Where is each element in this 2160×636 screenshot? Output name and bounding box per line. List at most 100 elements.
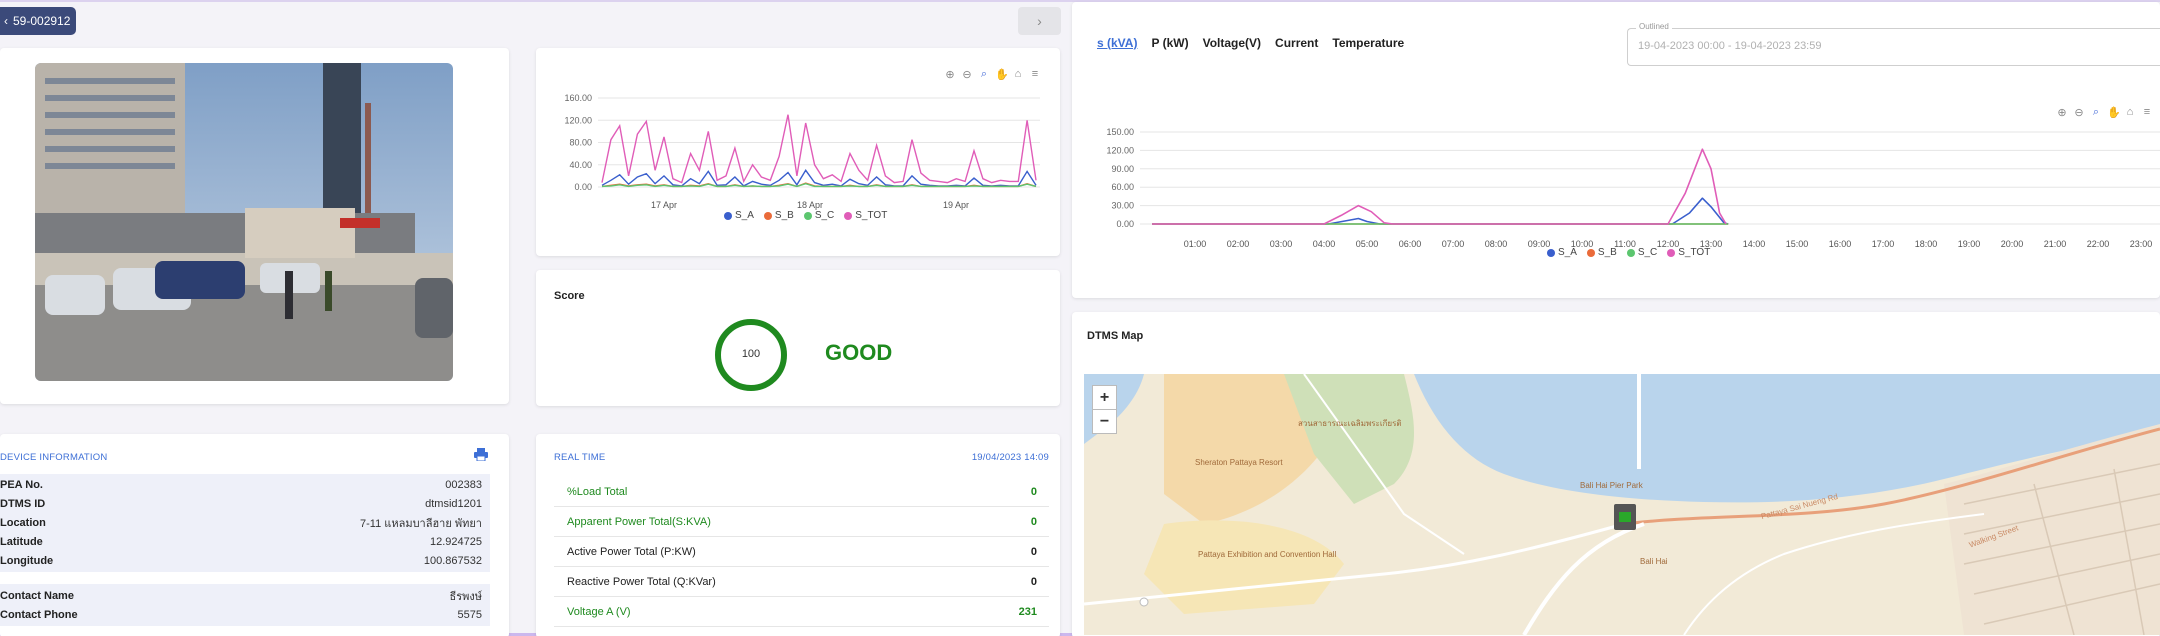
next-button[interactable]: › (1018, 7, 1061, 35)
info-row-dtms-id: DTMS ID dtmsid1201 (0, 494, 490, 513)
y-tick-label: 0.00 (574, 182, 592, 192)
legend-item-s-b[interactable]: S_B (763, 210, 794, 221)
zoom-out-icon[interactable]: ⊖ (2074, 107, 2084, 119)
realtime-label: Apparent Power Total(S:KVA) (567, 515, 711, 528)
realtime-row: Apparent Power Total(S:KVA) 0 (554, 507, 1049, 537)
home-icon[interactable]: ⌂ (1014, 68, 1022, 80)
tab-p-kw[interactable]: P (kW) (1151, 36, 1189, 50)
legend-label: S_C (1637, 247, 1658, 258)
legend-label: S_B (774, 210, 794, 221)
x-tick-label: 19 Apr (943, 200, 969, 210)
y-tick-label: 30.00 (1111, 201, 1134, 211)
x-tick-label: 11:00 (1614, 239, 1636, 249)
y-tick-label: 160.00 (564, 93, 592, 103)
realtime-value: 231 (1018, 605, 1037, 618)
legend-item-s-a[interactable]: S_A (1547, 247, 1577, 258)
date-range-field[interactable]: Outlined 19-04-2023 00:00 - 19-04-2023 2… (1627, 22, 2160, 66)
info-row-latitude: Latitude 12.924725 (0, 532, 490, 551)
legend-item-s-tot[interactable]: S_TOT (844, 210, 887, 221)
photo-card (0, 48, 509, 404)
score-title: Score (554, 290, 585, 302)
legend-label: S_TOT (1678, 247, 1711, 258)
mini-chart: 160.00 120.00 80.00 40.00 0.00 17 Apr 18 Apr 19… (564, 93, 1040, 210)
realtime-timestamp: 19/04/2023 14:09 (971, 452, 1049, 463)
contact-block (0, 584, 490, 626)
pan-icon[interactable]: ✋ (995, 69, 1009, 81)
realtime-label: Voltage A (V) (567, 605, 631, 618)
y-tick-label: 120.00 (564, 115, 592, 125)
tab-current[interactable]: Current (1275, 36, 1319, 50)
score-value: 100 (741, 348, 761, 360)
series-line-s-tot (601, 114, 1037, 184)
mini-chart-legend: S_A S_B S_C S_TOT (724, 210, 887, 221)
legend-label: S_A (735, 210, 754, 221)
legend-label: S_TOT (855, 210, 888, 221)
device-info-title: DEVICE INFORMATION (0, 452, 108, 463)
info-label: Location (0, 516, 46, 529)
realtime-value: 0 (1030, 575, 1037, 588)
realtime-label: Reactive Power Total (Q:KVar) (567, 575, 716, 588)
tab-s-kva[interactable]: s (kVA) (1097, 36, 1138, 50)
tab-voltage[interactable]: Voltage(V) (1202, 36, 1262, 50)
map-label: สวนสาธารณะเฉลิมพระเกียรติ (1298, 419, 1402, 428)
legend-item-s-c[interactable]: S_C (1626, 247, 1658, 258)
info-row-contact-phone: Contact Phone 5575 (0, 605, 490, 624)
x-tick-label: 02:00 (1227, 239, 1250, 249)
zoom-in-icon[interactable]: ⊕ (2057, 107, 2067, 119)
legend-item-s-tot[interactable]: S_TOT (1667, 247, 1710, 258)
x-tick-label: 03:00 (1270, 239, 1293, 249)
x-tick-label: 17 Apr (651, 200, 677, 210)
chart-toolbar: ⊕ ⊖ ⌕ ✋ ⌂ ≡ (944, 68, 1041, 81)
x-tick-label: 08:00 (1485, 239, 1508, 249)
y-tick-label: 80.00 (569, 138, 592, 148)
info-label: DTMS ID (0, 497, 46, 510)
y-tick-label: 150.00 (1106, 127, 1134, 137)
mini-chart-card: ⊕ ⊖ ⌕ ✋ ⌂ ≡ 160.00 120.00 80.00 40.00 0.00 17… (536, 48, 1060, 256)
y-tick-label: 0.00 (1116, 219, 1134, 229)
legend-label: S_C (814, 210, 835, 221)
zoom-select-icon[interactable]: ⌕ (980, 68, 988, 80)
info-label: Latitude (0, 535, 43, 548)
x-tick-label: 05:00 (1356, 239, 1379, 249)
zoom-out-button[interactable]: − (1092, 409, 1117, 434)
device-id-button[interactable]: ‹ 59-002912 (0, 7, 76, 35)
y-tick-label: 120.00 (1106, 145, 1134, 155)
score-rating: GOOD (825, 340, 893, 365)
y-tick-label: 40.00 (569, 160, 592, 170)
device-marker[interactable] (1614, 504, 1636, 530)
x-tick-label: 12:00 (1657, 239, 1680, 249)
menu-icon[interactable]: ≡ (2143, 106, 2151, 118)
x-tick-label: 15:00 (1786, 239, 1809, 249)
series-line-s-c (601, 182, 1037, 188)
realtime-label: Active Power Total (P:KW) (567, 545, 696, 558)
info-row-pea: PEA No. 002383 (0, 475, 490, 494)
realtime-value: 0 (1030, 515, 1037, 528)
info-value: 7-11 แหลมบาลีฮาย พัทยา (359, 517, 482, 530)
zoom-select-icon[interactable]: ⌕ (2092, 106, 2100, 118)
chevron-left-icon: ‹ (4, 14, 8, 28)
x-tick-label: 13:00 (1700, 239, 1723, 249)
legend-label: S_A (1558, 247, 1577, 258)
legend-item-s-c[interactable]: S_C (803, 210, 835, 221)
x-tick-label: 23:00 (2130, 239, 2153, 249)
realtime-row: Reactive Power Total (Q:KVar) 0 (554, 567, 1049, 597)
dtms-map[interactable] (1084, 374, 2160, 635)
tab-temperature[interactable]: Temperature (1332, 36, 1405, 50)
menu-icon[interactable]: ≡ (1031, 68, 1039, 80)
legend-item-s-b[interactable]: S_B (1586, 247, 1617, 258)
daily-chart-toolbar: ⊕ ⊖ ⌕ ✋ ⌂ ≡ (2056, 106, 2153, 119)
info-value: 100.867532 (423, 554, 482, 567)
realtime-title: REAL TIME (554, 452, 606, 463)
realtime-value: 0 (1030, 545, 1037, 558)
pan-icon[interactable]: ✋ (2107, 107, 2121, 119)
chevron-right-icon: › (1037, 13, 1042, 29)
printer-icon[interactable] (474, 448, 488, 462)
legend-item-s-a[interactable]: S_A (724, 210, 754, 221)
home-icon[interactable]: ⌂ (2126, 106, 2134, 118)
x-tick-label: 17:00 (1872, 239, 1895, 249)
x-tick-label: 18 Apr (797, 200, 823, 210)
zoom-in-icon[interactable]: ⊕ (945, 69, 955, 81)
zoom-out-icon[interactable]: ⊖ (962, 69, 972, 81)
zoom-in-button[interactable]: + (1092, 385, 1117, 410)
score-gauge (715, 319, 787, 391)
